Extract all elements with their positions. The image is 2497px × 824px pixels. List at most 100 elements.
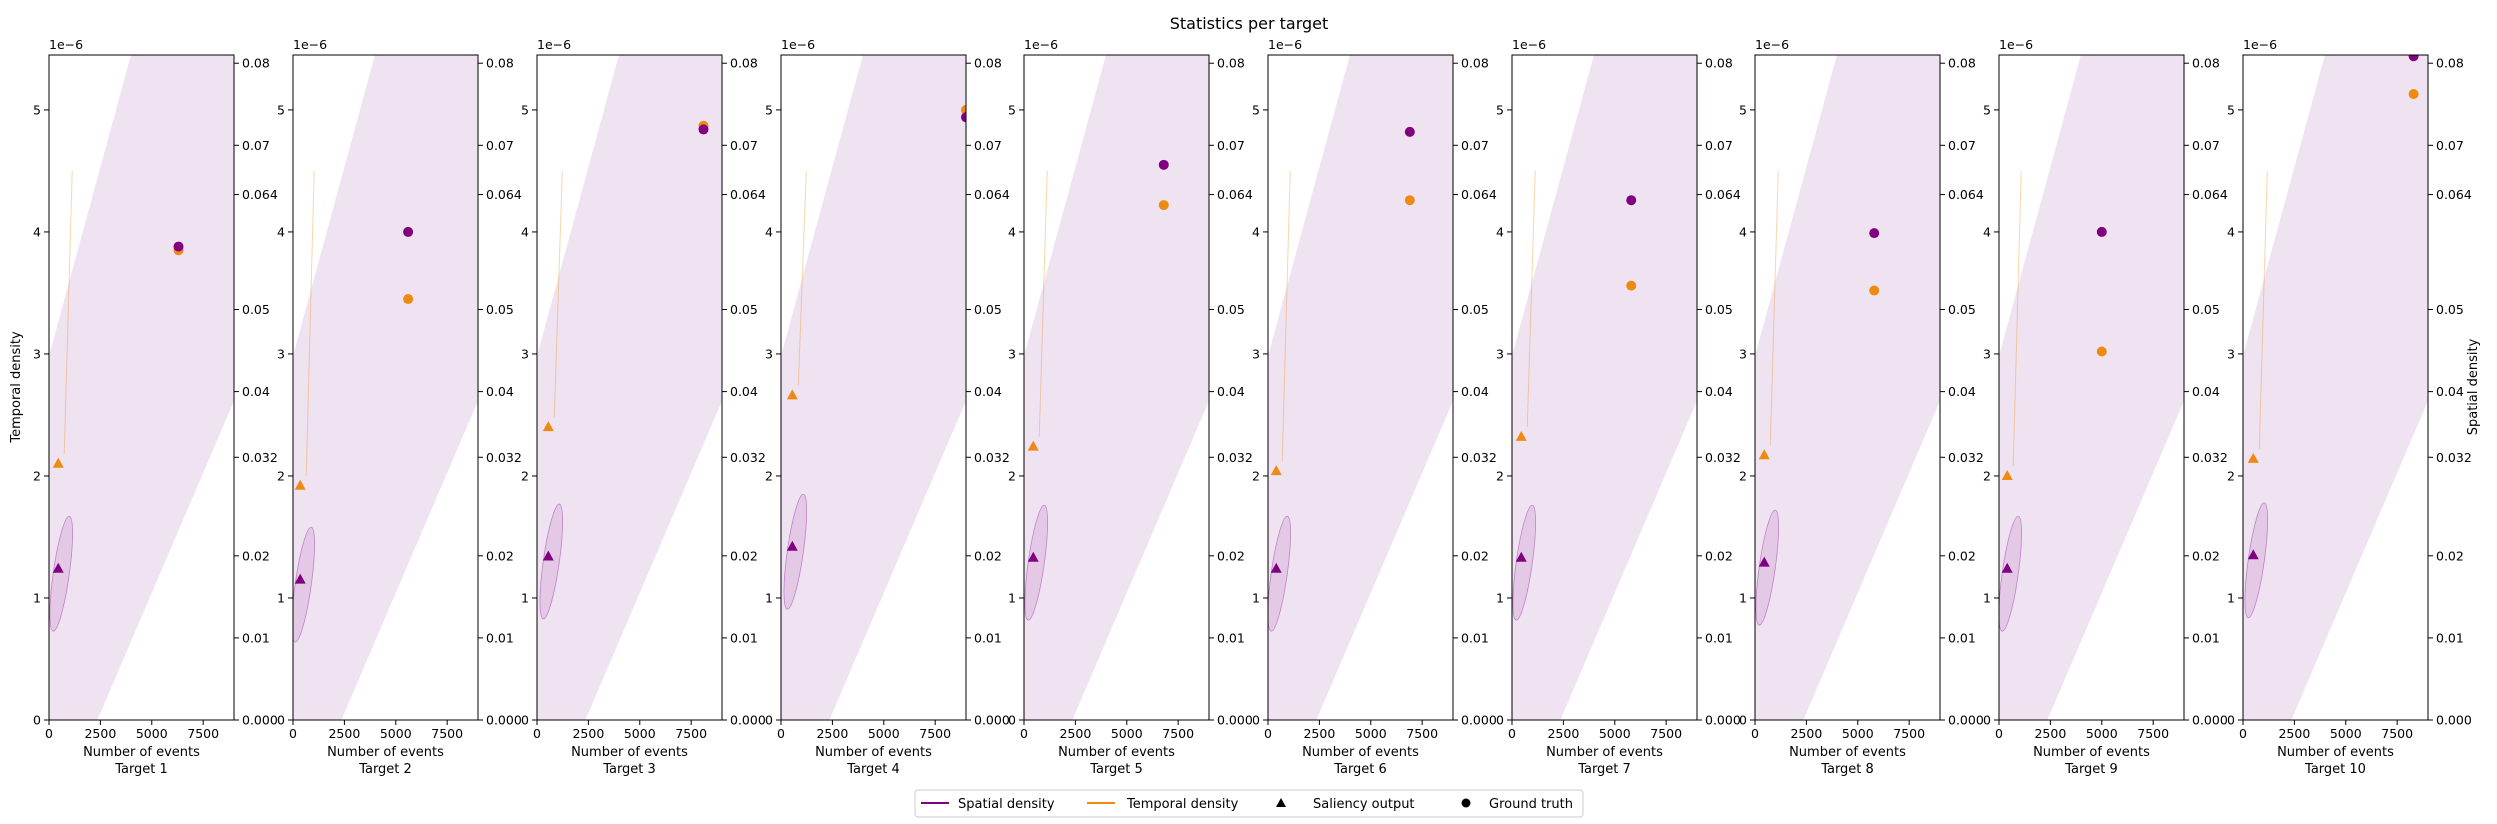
left-y-tick-label: 5 [1252, 102, 1260, 117]
right-y-tick-label: 0.032 [1948, 450, 1984, 465]
right-y-tick-label: 0.01 [2436, 630, 2464, 645]
right-y-tick-label: 0.000 [2436, 713, 2472, 728]
x-tick-label: 7500 [1406, 726, 1438, 741]
subplot-6: 0 2500 5000 7500 Number of events Target 6 0 1 2… [1252, 37, 1497, 777]
x-tick-label: 5000 [136, 726, 168, 741]
right-y-tick-label: 0.000 [486, 713, 522, 728]
x-tick-label: 7500 [1162, 726, 1194, 741]
right-y-tick-label: 0.04 [730, 384, 758, 399]
ground-truth-spatial-marker [173, 241, 184, 252]
left-y-tick-label: 1 [1496, 590, 1504, 605]
target-label: Target 1 [114, 762, 168, 777]
temporal-density-line [305, 170, 315, 476]
plot-area [1268, 55, 1453, 720]
left-y-tick-label: 5 [1008, 102, 1016, 117]
right-y-tick-label: 0.01 [974, 630, 1002, 645]
right-y-tick-label: 0.02 [1705, 548, 1733, 563]
left-y-tick-label: 5 [1983, 102, 1991, 117]
saliency-spatial-marker [52, 562, 64, 573]
saliency-spatial-marker [2247, 549, 2259, 560]
x-tick-label: 5000 [1599, 726, 1631, 741]
subplot-8: 0 2500 5000 7500 Number of events Target 8 0 1 2… [1739, 37, 1984, 777]
x-tick-label: 0 [1995, 726, 2003, 741]
left-y-tick-label: 3 [1252, 346, 1260, 361]
x-tick-label: 5000 [624, 726, 656, 741]
spatial-density-band [49, 55, 234, 720]
subplot-7: 0 2500 5000 7500 Number of events Target 7 0 1 2… [1496, 37, 1741, 777]
right-y-tick-label: 0.064 [242, 187, 278, 202]
x-tick-label: 5000 [2086, 726, 2118, 741]
legend-ground-truth-marker [1461, 798, 1471, 808]
x-axis-label: Number of events [2277, 745, 2394, 760]
legend-saliency-marker [1276, 798, 1286, 807]
target-label: Target 3 [602, 762, 656, 777]
right-y-tick-label: 0.01 [1705, 630, 1733, 645]
right-y-tick-label: 0.08 [1217, 56, 1245, 71]
saliency-temporal-marker [1758, 449, 1770, 460]
x-tick-label: 7500 [919, 726, 951, 741]
right-y-tick-label: 0.05 [2436, 302, 2464, 317]
right-y-tick-label: 0.000 [1705, 713, 1741, 728]
right-y-tick-label: 0.04 [2192, 384, 2220, 399]
x-tick-label: 2500 [572, 726, 604, 741]
plot-area [49, 55, 234, 720]
right-y-tick-label: 0.064 [974, 187, 1010, 202]
x-tick-label: 2500 [2278, 726, 2310, 741]
spatial-density-band [2243, 55, 2428, 720]
right-y-tick-label: 0.08 [486, 56, 514, 71]
left-y-tick-label: 1 [1983, 590, 1991, 605]
x-tick-label: 7500 [431, 726, 463, 741]
x-tick-label: 7500 [187, 726, 219, 741]
left-y-tick-label: 2 [1983, 468, 1991, 483]
right-y-tick-label: 0.01 [730, 630, 758, 645]
axes-frame [1023, 54, 1210, 721]
right-y-tick-label: 0.04 [1948, 384, 1976, 399]
x-tick-label: 5000 [2330, 726, 2362, 741]
plot-area [537, 55, 722, 720]
temporal-density-line [1769, 170, 1779, 446]
target-label: Target 9 [2064, 762, 2118, 777]
left-y-tick-label: 3 [2227, 346, 2235, 361]
left-y-tick-label: 5 [521, 102, 529, 117]
right-y-tick-label: 0.032 [1461, 450, 1497, 465]
ground-truth-spatial-marker [698, 124, 709, 135]
ground-truth-temporal-marker [2408, 89, 2419, 100]
left-y-offset-label: 1e−6 [1999, 37, 2033, 52]
ground-truth-temporal-marker [1404, 195, 1415, 206]
x-axis-label: Number of events [1058, 745, 1175, 760]
saliency-temporal-marker [1270, 465, 1282, 476]
saliency-temporal-marker [1027, 440, 1039, 451]
left-y-tick-label: 0 [1496, 713, 1504, 728]
right-y-tick-label: 0.032 [1705, 450, 1741, 465]
left-y-tick-label: 1 [33, 590, 41, 605]
axes-frame [2242, 54, 2429, 721]
left-y-tick-label: 2 [1008, 468, 1016, 483]
saliency-spatial-marker [2001, 562, 2013, 573]
left-y-tick-label: 4 [33, 224, 41, 239]
right-y-tick-label: 0.08 [242, 56, 270, 71]
temporal-density-line [1281, 170, 1291, 462]
x-tick-label: 0 [289, 726, 297, 741]
subplot-9: 0 2500 5000 7500 Number of events Target 9 0 1 2… [1983, 37, 2228, 777]
x-tick-label: 0 [1508, 726, 1516, 741]
right-y-tick-label: 0.04 [974, 384, 1002, 399]
left-y-tick-label: 5 [1496, 102, 1504, 117]
left-y-tick-label: 0 [765, 713, 773, 728]
right-y-tick-label: 0.064 [1948, 187, 1984, 202]
right-y-tick-label: 0.04 [1217, 384, 1245, 399]
temporal-density-line [553, 170, 563, 418]
left-y-tick-label: 1 [1008, 590, 1016, 605]
ground-truth-temporal-marker [2096, 346, 2107, 357]
right-y-tick-label: 0.05 [974, 302, 1002, 317]
right-y-tick-label: 0.07 [1461, 138, 1489, 153]
right-y-tick-label: 0.02 [242, 548, 270, 563]
ground-truth-spatial-marker [961, 112, 966, 123]
left-y-tick-label: 4 [521, 224, 529, 239]
x-tick-label: 2500 [1303, 726, 1335, 741]
left-y-tick-label: 3 [33, 346, 41, 361]
axes-frame [536, 54, 723, 721]
legend-frame [914, 789, 1584, 818]
left-y-tick-label: 0 [1008, 713, 1016, 728]
x-tick-label: 2500 [2034, 726, 2066, 741]
